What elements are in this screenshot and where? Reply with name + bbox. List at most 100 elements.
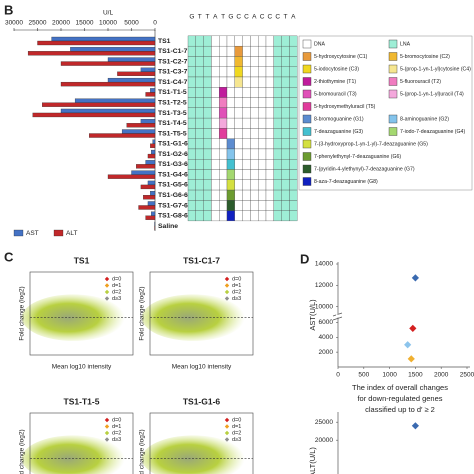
sequence-cell [226,66,235,78]
legend-swatch [388,64,398,74]
sequence-cell [187,200,196,211]
sequence-cell [265,200,274,211]
sequence-cell [242,76,251,88]
sequence-cell [273,66,282,78]
sequence-cell [289,128,298,139]
sequence-cell [211,87,220,98]
sequence-letter: G [189,14,194,21]
sequence-cell [250,138,259,150]
sequence-cell [289,189,298,201]
sequence-cell [211,45,220,57]
sequence-cell [265,56,274,67]
row-label: TS1-G2-6 [158,151,188,158]
y-axis-label: Fold change (log2) [139,286,146,340]
y-tick-label: 20000 [315,437,333,444]
sequence-cell [289,45,298,57]
sequence-cell [211,66,220,78]
row-label: TS1-G6-6 [158,192,188,199]
sequence-cell [187,97,196,108]
plot-title: TS1-G1-6 [183,396,221,406]
sequence-cell [211,159,220,170]
x-tick-label: 0 [336,372,340,379]
sequence-letter: C [244,14,249,21]
legend-label: d=1 [112,424,121,430]
y-tick-label: 12000 [315,282,333,289]
bar [32,112,156,118]
bar [140,119,156,124]
bar [70,47,156,52]
sequence-cell [234,138,243,150]
legend-marker [104,430,110,436]
sequence-cell [187,66,196,78]
sequence-cell [250,210,259,222]
sequence-cell [234,56,243,67]
x-tick-label: 500 [358,372,369,379]
legend-marker [224,289,230,295]
sequence-cell [289,138,298,150]
row-label: TS1-C2-7 [158,58,188,65]
plot-frame [149,412,254,474]
sequence-cell [219,87,228,98]
legend-swatch [388,39,398,49]
sequence-cell [234,117,243,129]
sequence-cell [281,97,290,108]
x-tick-label: 0 [153,20,157,27]
sequence-cell [219,159,228,170]
legend-label: d≥3 [112,437,121,443]
plot-title: TS1 [74,255,90,265]
row-label: TS1-T3-5 [158,110,187,117]
legend-marker [104,437,110,442]
sequence-cell [258,35,267,47]
sequence-cell [250,66,259,78]
legend-marker [224,283,230,288]
sequence-cell [211,200,220,211]
sequence-cell [281,189,290,201]
sequence-cell [273,97,282,108]
legend-label: d=1 [232,424,241,430]
sequence-cell [211,210,220,222]
sequence-cell [187,87,196,98]
sequence-cell [273,45,282,57]
legend-label: 7-phenylethynyl-7-deazaguanine (G6) [314,154,401,160]
sequence-cell [273,117,282,129]
legend-swatch [388,52,398,61]
sequence-cell [281,210,290,222]
y-axis-label: old change (log2) [19,429,26,474]
sequence-cell [234,210,243,222]
legend-label: 5-fluorouracil (T2) [400,79,441,85]
sequence-cell [242,138,251,150]
sequence-cell [234,66,243,78]
sequence-cell [203,45,212,57]
x-tick-label: 2500 [460,372,474,379]
sequence-cell [258,117,267,129]
bar [145,160,156,165]
sequence-cell [211,179,220,191]
row-label: TS1-C3-7 [158,69,188,76]
bar [138,205,156,210]
sequence-cell [242,128,251,139]
legend-swatch [388,127,398,136]
sequence-cell [258,128,267,139]
sequence-cell [281,117,290,129]
sequence-cell [234,45,243,57]
sequence-cell [289,200,298,211]
axis-title: U/L [103,10,114,17]
sequence-cell [226,179,235,191]
sequence-cell [226,87,235,98]
sequence-cell [289,148,298,160]
sequence-cell [242,56,251,67]
sequence-cell [211,148,220,160]
bar [121,129,156,134]
legend-swatch [302,177,312,186]
row-label: TS1-C1-7 [158,48,188,55]
legend-label: d=0 [232,276,241,282]
sequence-cell [258,189,267,201]
sequence-cell [242,45,251,57]
sequence-letter: G [228,14,233,21]
y-tick-label: 10000 [315,303,333,310]
sequence-letter: C [260,14,265,21]
sequence-cell [281,45,290,57]
sequence-cell [265,210,274,222]
sequence-cell [273,138,282,150]
x-axis-label: Mean log10 intensity [52,364,112,371]
